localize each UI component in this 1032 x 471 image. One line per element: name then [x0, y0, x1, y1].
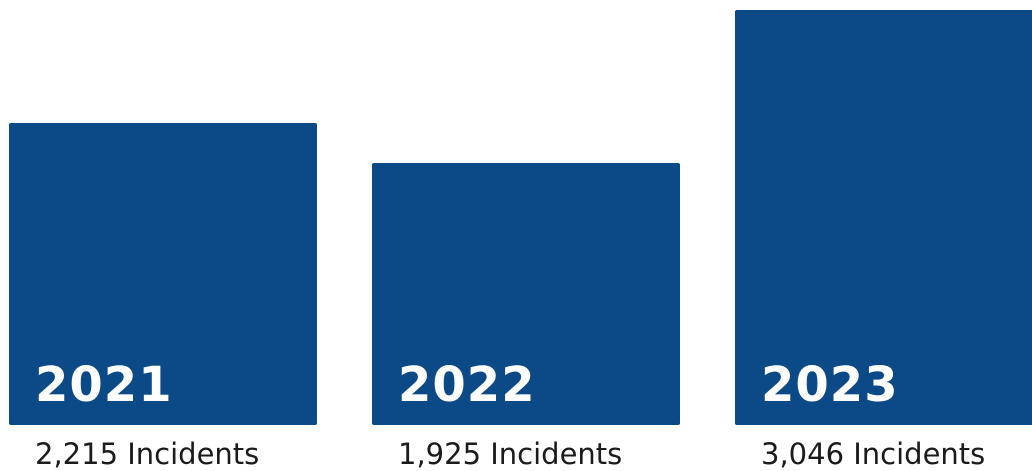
bar-value-label: 3,046 Incidents	[761, 437, 986, 471]
bar-value-label: 1,925 Incidents	[398, 437, 623, 471]
bar-2021: 2021	[9, 123, 317, 425]
bar-category-label: 2021	[35, 357, 173, 413]
bar-value-label: 2,215 Incidents	[35, 437, 260, 471]
bar-2022: 2022	[372, 163, 680, 425]
bar-category-label: 2022	[398, 357, 536, 413]
bar-category-label: 2023	[761, 357, 899, 413]
bar-2023: 2023	[735, 10, 1032, 425]
